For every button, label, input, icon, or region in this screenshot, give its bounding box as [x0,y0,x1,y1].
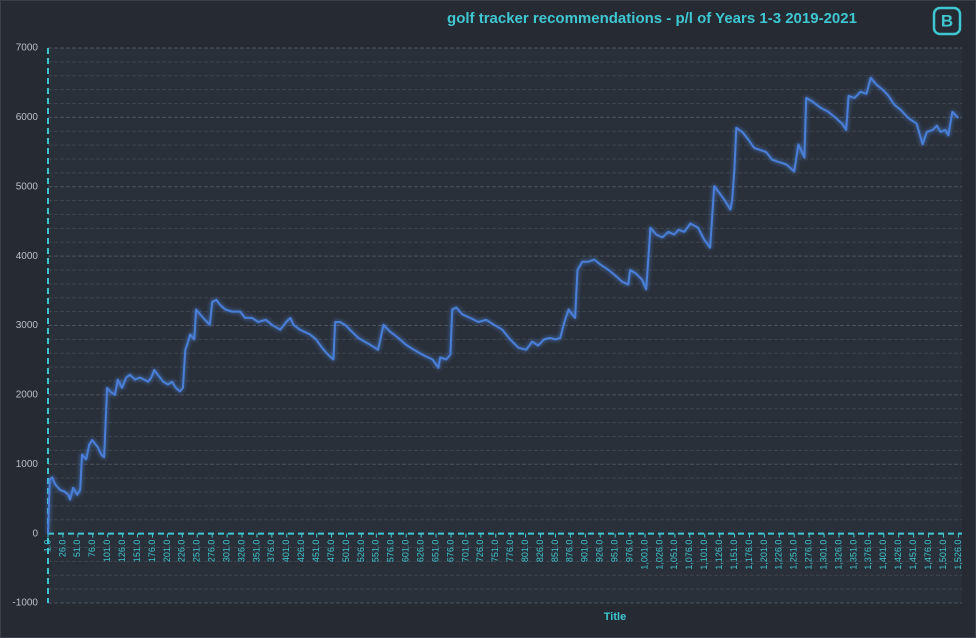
x-tick-label: 1,126.0 [714,540,724,570]
x-tick-label: 776.0 [505,540,515,563]
x-tick-label: 1,076.0 [684,540,694,570]
x-tick-label: 1,026.0 [654,540,664,570]
x-tick-label: 1,326.0 [833,540,843,570]
x-tick-label: 351.0 [251,540,261,563]
x-tick-label: 51.0 [72,540,82,558]
x-tick-label: 301.0 [221,540,231,563]
x-tick-label: 501.0 [341,540,351,563]
chart-title: golf tracker recommendations - p/l of Ye… [447,10,857,27]
x-tick-label: 601.0 [401,540,411,563]
x-tick-label: 851.0 [550,540,560,563]
x-tick-label: 726.0 [475,540,485,563]
x-tick-label: 701.0 [460,540,470,563]
x-tick-label: 1,001.0 [639,540,649,570]
x-axis-label: Title [604,611,626,623]
x-tick-label: 151.0 [132,540,142,563]
x-tick-label: 526.0 [356,540,366,563]
x-tick-label: 426.0 [296,540,306,563]
x-tick-label: 476.0 [326,540,336,563]
x-tick-label: 1,526.0 [953,540,963,570]
x-tick-label: 376.0 [266,540,276,563]
x-tick-label: 876.0 [565,540,575,563]
x-tick-label: 826.0 [535,540,545,563]
y-tick-label: -1000 [12,598,38,609]
x-tick-label: 926.0 [595,540,605,563]
x-tick-label: 551.0 [371,540,381,563]
y-tick-label: 4000 [16,251,39,262]
logo: B [932,6,962,36]
x-tick-label: 676.0 [445,540,455,563]
y-tick-label: 6000 [16,112,39,123]
x-tick-label: 1,201.0 [759,540,769,570]
x-tick-label: 1,451.0 [908,540,918,570]
y-tick-label: 2000 [16,390,39,401]
x-tick-label: 76.0 [87,540,97,558]
x-tick-label: 951.0 [610,540,620,563]
x-tick-label: 101.0 [102,540,112,563]
x-tick-label: 901.0 [580,540,590,563]
svg-text:B: B [941,11,953,30]
x-tick-label: 176.0 [147,540,157,563]
x-tick-label: 26.0 [57,540,67,558]
x-tick-label: 1,376.0 [863,540,873,570]
line-series [47,76,960,534]
x-tick-label: 126.0 [117,540,127,563]
x-tick-label: 251.0 [192,540,202,563]
y-tick-label: 3000 [16,320,39,331]
x-tick-label: 1,351.0 [848,540,858,570]
x-tick-label: 1,251.0 [789,540,799,570]
x-tick-label: 451.0 [311,540,321,563]
x-tick-label: 576.0 [386,540,396,563]
x-tick-label: 976.0 [624,540,634,563]
x-tick-label: 1,276.0 [804,540,814,570]
x-tick-label: 651.0 [430,540,440,563]
x-tick-label: 1,151.0 [729,540,739,570]
x-tick-label: 1,501.0 [938,540,948,570]
x-tick-label: 326.0 [236,540,246,563]
x-tick-label: 1,226.0 [774,540,784,570]
x-tick-label: 751.0 [490,540,500,563]
x-tick-label: 801.0 [520,540,530,563]
y-tick-label: 5000 [16,181,39,192]
x-tick-label: 1,476.0 [923,540,933,570]
y-tick-label: 1000 [16,459,39,470]
x-tick-label: 201.0 [162,540,172,563]
x-tick-label: 226.0 [177,540,187,563]
y-tick-label: 0 [32,528,38,539]
x-tick-label: 401.0 [281,540,291,563]
x-tick-label: 1,401.0 [878,540,888,570]
x-tick-label: 1,176.0 [744,540,754,570]
x-tick-label: 1.0 [42,540,52,553]
x-tick-label: 1,301.0 [818,540,828,570]
y-tick-label: 7000 [16,43,39,54]
x-tick-label: 1,051.0 [669,540,679,570]
x-tick-label: 1,426.0 [893,540,903,570]
x-tick-label: 626.0 [415,540,425,563]
x-tick-label: 276.0 [207,540,217,563]
x-tick-label: 1,101.0 [699,540,709,570]
